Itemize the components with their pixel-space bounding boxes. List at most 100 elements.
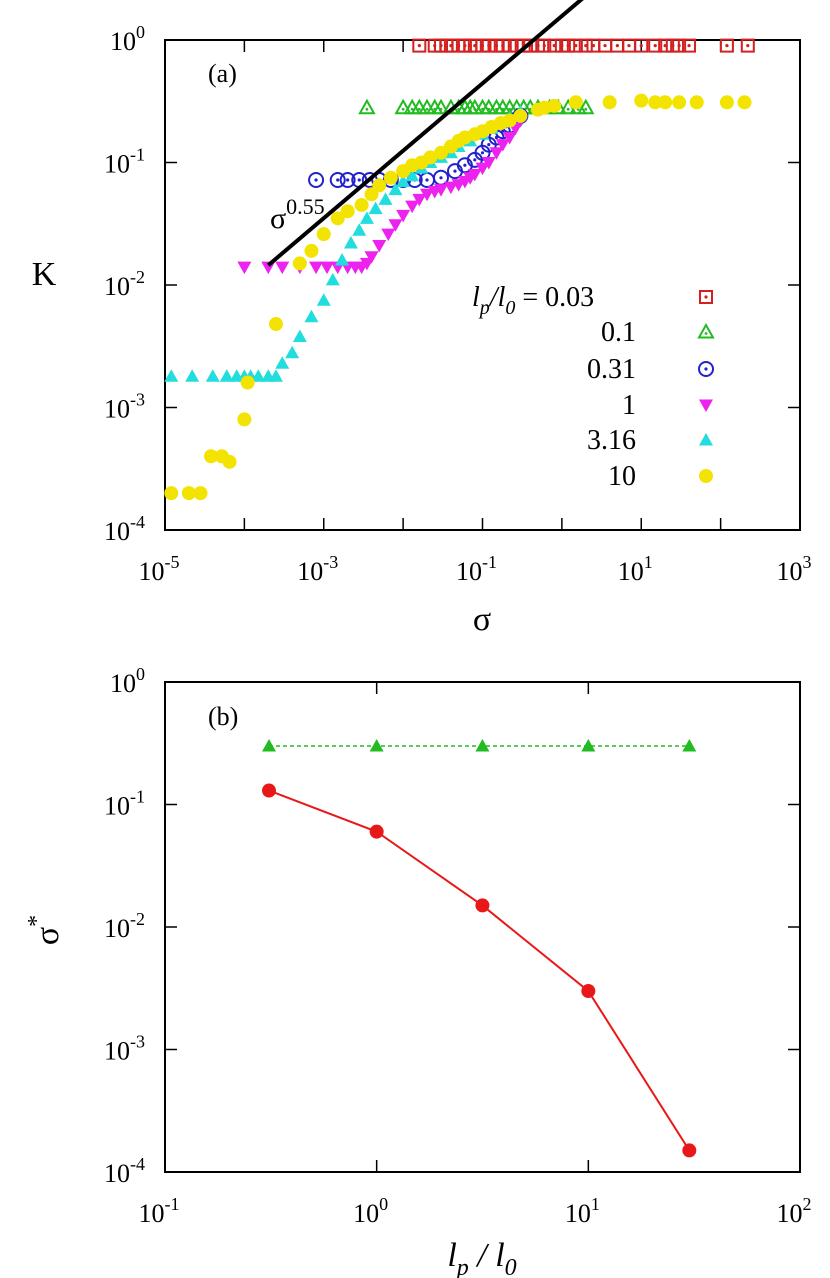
data-point: [648, 95, 663, 110]
data-point: [682, 1143, 697, 1158]
data-point: [394, 98, 412, 115]
data-point: [513, 108, 528, 123]
data-point: [339, 171, 356, 188]
data-point: [325, 272, 340, 286]
data-point: [329, 171, 346, 188]
panel-b-label: (b): [208, 702, 238, 731]
data-point: [658, 95, 673, 110]
data-point: [740, 38, 755, 53]
data-point: [405, 168, 420, 182]
power-law-fit-line: [266, 0, 584, 267]
series-red: [262, 783, 697, 1158]
data-point: [378, 192, 393, 205]
y-tick-label: 10-1: [104, 145, 145, 179]
legend-label-1: 1: [622, 390, 636, 421]
data-point: [547, 98, 562, 113]
data-point: [396, 174, 411, 187]
data-point: [621, 38, 636, 53]
data-point: [634, 93, 649, 108]
legend-label-3.16: 3.16: [587, 425, 636, 456]
data-point: [262, 783, 277, 798]
data-point: [433, 184, 448, 197]
data-point: [586, 38, 601, 53]
data-point: [672, 95, 687, 110]
data-point: [262, 739, 277, 752]
data-point: [383, 170, 398, 185]
x-tick-label: 100: [353, 1194, 388, 1228]
data-point: [309, 261, 324, 275]
data-point: [381, 228, 396, 242]
data-point: [292, 256, 307, 271]
data-point: [719, 95, 734, 110]
data-point: [412, 38, 427, 53]
panel-b-x-axis-title: lp / l0: [447, 1237, 516, 1278]
data-point: [396, 209, 411, 223]
legend-label-0.31: 0.31: [587, 354, 636, 385]
data-point: [352, 223, 367, 236]
data-point: [467, 168, 482, 182]
panel-b-y-axis-title: σ*: [24, 915, 66, 945]
panel-a-label: (a): [208, 59, 237, 88]
data-point: [185, 369, 200, 382]
data-point: [372, 178, 387, 193]
data-point: [495, 139, 510, 152]
data-point: [304, 243, 319, 258]
data-point: [481, 157, 496, 170]
data-point: [164, 486, 179, 501]
data-point: [598, 38, 613, 53]
panel-b-frame: [164, 681, 801, 1173]
series-3.16: [164, 104, 528, 382]
legend-title: lp/l0 = 0.03: [472, 282, 594, 319]
data-point: [412, 193, 427, 207]
data-point: [443, 181, 458, 195]
legend-marker-1: [699, 399, 713, 412]
data-point: [568, 95, 583, 110]
data-point: [602, 95, 617, 110]
data-point: [610, 38, 625, 53]
series-0.1: [358, 98, 595, 115]
legend-markers: [697, 290, 715, 483]
data-point: [308, 171, 325, 188]
data-point: [275, 261, 290, 275]
data-point: [420, 188, 435, 202]
data-point: [354, 197, 369, 212]
data-point: [251, 369, 266, 382]
data-point: [237, 412, 252, 427]
data-point: [181, 486, 196, 501]
data-point: [502, 113, 517, 128]
data-point: [343, 236, 358, 249]
data-point: [423, 150, 438, 165]
y-tick-label: 100: [110, 22, 145, 56]
series-10: [164, 93, 752, 501]
data-point: [502, 131, 517, 145]
y-tick-label: 10-3: [104, 1032, 145, 1066]
data-point: [204, 449, 219, 464]
power-law-annotation: σ0.55: [270, 194, 325, 235]
panel-b: (b) σ* lp / l0 10-1 100 101 10210010-110-21…: [24, 664, 812, 1278]
x-tick-label: 101: [565, 1194, 600, 1228]
panel-a-y-axis-title: K: [32, 256, 57, 293]
series-green: [262, 739, 697, 752]
data-point: [316, 293, 331, 306]
data-point: [689, 95, 704, 110]
series-line: [268, 789, 691, 1151]
data-point: [359, 211, 374, 224]
data-point: [285, 345, 300, 359]
data-point: [405, 200, 420, 214]
x-tick-label: 10-5: [139, 552, 180, 586]
data-point: [164, 369, 179, 382]
legend-marker-0.1: [697, 322, 715, 339]
legend-marker-0.03: [699, 290, 713, 304]
data-point: [388, 219, 403, 232]
data-point: [537, 38, 552, 53]
data-point: [316, 227, 331, 242]
data-point: [672, 38, 687, 53]
data-point: [369, 824, 384, 839]
data-point: [240, 375, 255, 390]
data-point: [358, 98, 376, 115]
data-point: [335, 252, 350, 266]
data-point: [432, 98, 450, 115]
legend-label-10: 10: [608, 461, 636, 492]
legend-label-0.1: 0.1: [601, 317, 636, 348]
